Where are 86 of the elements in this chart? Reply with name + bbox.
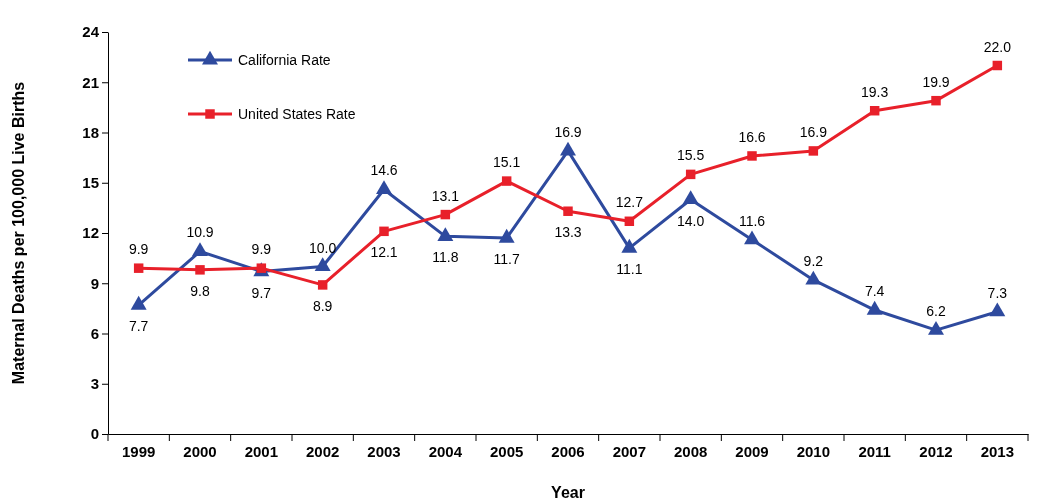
data-label: 14.6 (370, 162, 398, 179)
x-axis-title: Year (551, 484, 585, 501)
point (624, 216, 635, 227)
data-label: 7.7 (128, 318, 149, 335)
point (989, 302, 1006, 317)
point (747, 151, 757, 161)
data-label: 7.3 (987, 284, 1008, 301)
point (621, 238, 638, 253)
x-tick-label: 2002 (305, 442, 340, 460)
data-label: 16.6 (738, 128, 766, 145)
data-label: 9.8 (190, 282, 210, 299)
x-tick-label: 2005 (489, 442, 524, 460)
data-label: 22.0 (983, 38, 1012, 55)
y-tick-label: 9 (90, 274, 99, 292)
point (685, 169, 696, 180)
data-label: 11.6 (738, 212, 766, 229)
data-label: 13.3 (554, 224, 582, 241)
point (931, 95, 941, 106)
x-tick-label: 2013 (980, 442, 1015, 460)
point (501, 176, 512, 186)
point (437, 227, 454, 241)
y-tick-label: 15 (82, 174, 99, 192)
x-tick-label: 2008 (673, 442, 708, 460)
data-label: 12.7 (615, 194, 644, 211)
x-tick-label: 1999 (121, 442, 156, 460)
data-label: 9.9 (251, 241, 272, 258)
data-label: 14.0 (677, 212, 705, 229)
x-tick-label: 2006 (551, 442, 585, 460)
point (560, 141, 576, 156)
data-label: 15.1 (493, 154, 521, 171)
x-tick-label: 2001 (244, 442, 279, 460)
y-tick-label: 18 (82, 123, 99, 141)
point (744, 230, 760, 245)
point (195, 265, 205, 275)
point (192, 242, 208, 257)
point (133, 263, 144, 273)
x-tick-label: 2000 (183, 442, 217, 460)
x-tick-label: 2009 (735, 442, 769, 460)
point (808, 146, 819, 156)
data-label: 9.7 (251, 284, 272, 301)
x-tick-label: 2010 (796, 442, 831, 460)
point (866, 300, 883, 315)
x-tick-label: 2007 (612, 442, 647, 460)
y-axis-title: Maternal Deaths per 100,000 Live Births (10, 81, 27, 385)
data-label: 16.9 (799, 123, 828, 140)
point (376, 180, 392, 195)
data-label: 19.9 (922, 73, 950, 90)
x-tick-label: 2003 (367, 442, 401, 460)
data-label: 9.2 (803, 252, 824, 269)
point (130, 295, 147, 310)
y-tick-label: 6 (90, 324, 99, 342)
data-label: 6.2 (926, 303, 946, 320)
point (805, 270, 822, 285)
data-label: 12.1 (370, 244, 398, 261)
y-tick-label: 24 (82, 23, 100, 41)
point (928, 320, 944, 335)
data-label: 11.7 (493, 251, 520, 268)
point (563, 206, 573, 216)
point (992, 60, 1003, 71)
legend-label: United States Rate (238, 106, 356, 122)
point (869, 105, 880, 116)
data-label: 8.9 (312, 297, 333, 314)
data-label: 16.9 (554, 123, 582, 140)
x-tick-label: 2004 (428, 442, 463, 460)
data-label: 7.4 (864, 283, 885, 300)
data-label: 10.0 (309, 239, 337, 256)
point (379, 226, 389, 237)
data-label: 11.1 (616, 261, 643, 278)
point (314, 257, 331, 272)
data-label: 15.5 (677, 147, 705, 164)
x-tick-label: 2011 (858, 442, 891, 460)
y-tick-label: 0 (90, 425, 99, 443)
y-tick-label: 12 (82, 224, 99, 242)
data-label: 10.9 (186, 224, 214, 241)
point (317, 280, 328, 290)
data-label: 19.3 (861, 83, 889, 100)
point (440, 209, 451, 220)
data-label: 9.9 (128, 241, 149, 258)
legend-label: California Rate (238, 52, 331, 68)
data-label: 13.1 (431, 187, 460, 204)
y-tick-label: 3 (90, 375, 99, 393)
point (498, 228, 515, 243)
point (682, 190, 699, 205)
y-tick-label: 21 (82, 73, 99, 91)
data-label: 11.8 (432, 249, 459, 266)
x-tick-label: 2012 (919, 442, 953, 460)
